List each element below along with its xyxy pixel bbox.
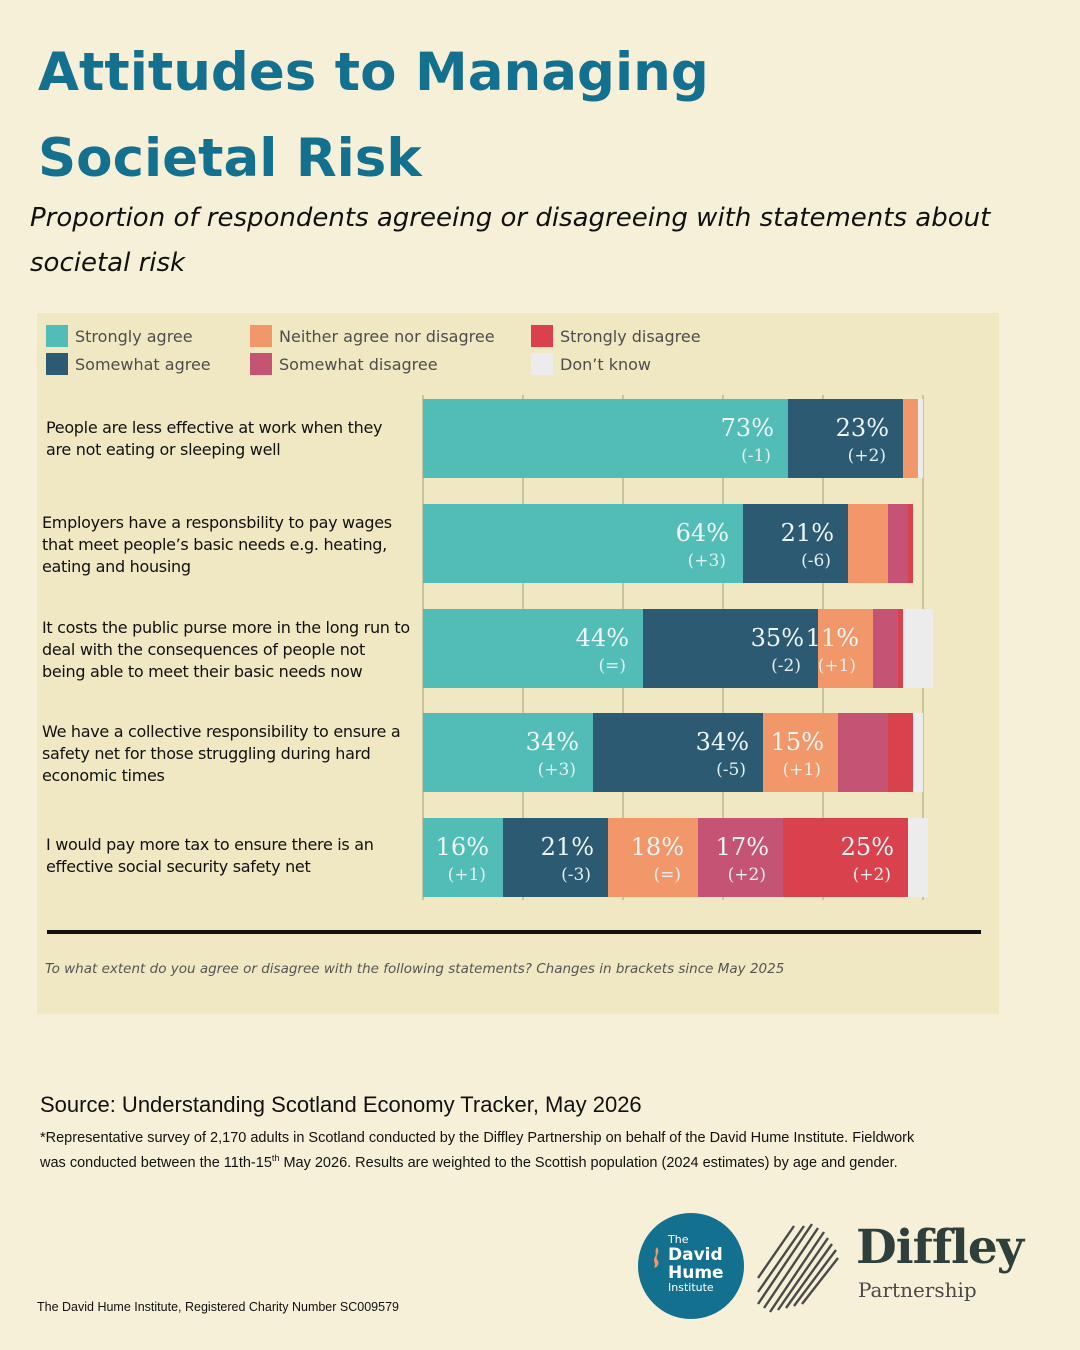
page-subtitle: Proportion of respondents agreeing or di… [30, 203, 991, 278]
bar-segment-strongly-disagree [898, 609, 903, 688]
bar-segment-neither [848, 504, 888, 583]
bar-segment-strongly-agree [423, 399, 788, 478]
data-label: 21% [541, 833, 594, 861]
bar-segment-somewhat-disagree [888, 504, 908, 583]
data-label: 25% [841, 833, 894, 861]
data-label: 34% [696, 728, 749, 756]
page-title: Attitudes to Managing Societal Risk [38, 42, 709, 189]
change-label: (+1) [783, 760, 821, 780]
bar-segment-neither [763, 713, 838, 792]
stacked-bar-chart: 73% (-1) 23% (+2) 64% (+3) 21% (-6) 44% (=) 35% (-2… [422, 395, 933, 900]
bar-segment-strongly-agree [423, 504, 743, 583]
legend-item-somewhat-agree: Somewhat agree [46, 352, 211, 376]
legend-label: Strongly disagree [560, 326, 701, 346]
legend-label: Don’t know [560, 354, 651, 374]
bar-segment-dont-know [918, 399, 923, 478]
change-label: (+2) [853, 865, 891, 885]
chart-note: To what extent do you agree or disagree … [45, 961, 785, 977]
legend-item-strongly-disagree: Strongly disagree [531, 324, 701, 348]
change-label: (-6) [801, 551, 831, 571]
change-label: (+2) [728, 865, 766, 885]
diffley-wordmark: Diffley [856, 1220, 1024, 1275]
bar-segment-dont-know [903, 609, 933, 688]
row-label-work-effectiveness: People are less effective at work when t… [46, 418, 383, 459]
bar-segment-somewhat-disagree [698, 818, 783, 897]
row-label-collective-responsibility: We have a collective responsibility to e… [42, 722, 401, 785]
bar-segment-strongly-disagree [783, 818, 908, 897]
change-label: (-5) [716, 760, 746, 780]
charity-line: The David Hume Institute, Registered Cha… [37, 1300, 399, 1314]
legend-label: Strongly agree [75, 326, 193, 346]
legend-swatch [46, 353, 68, 375]
data-label: 16% [436, 833, 489, 861]
baseline-rule [47, 930, 981, 934]
source-line: Source: Understanding Scotland Economy T… [40, 1092, 642, 1117]
change-label: (=) [653, 865, 681, 885]
bar-segment-somewhat-agree [743, 504, 848, 583]
data-label: 17% [716, 833, 769, 861]
change-label: (-3) [561, 865, 591, 885]
bar-segment-somewhat-disagree [873, 609, 898, 688]
bar-segment-neither [818, 609, 873, 688]
legend-swatch [531, 353, 553, 375]
data-label: 18% [631, 833, 684, 861]
legend-swatch [250, 325, 272, 347]
bar-segment-neither [608, 818, 698, 897]
bar-segment-strongly-agree [423, 609, 643, 688]
bar-segment-somewhat-agree [593, 713, 763, 792]
data-label: 34% [526, 728, 579, 756]
change-label: (-2) [771, 656, 801, 676]
bar-segment-strongly-agree [423, 818, 503, 897]
legend-label: Somewhat agree [75, 354, 211, 374]
diffley-partnership-logo [757, 1223, 839, 1313]
legend-item-neither: Neither agree nor disagree [250, 324, 495, 348]
legend-item-dont-know: Don’t know [531, 352, 651, 376]
bar-segment-somewhat-agree [643, 609, 818, 688]
legend-label: Neither agree nor disagree [279, 326, 495, 346]
data-label: 21% [781, 519, 834, 547]
row-label-pay-more-tax: I would pay more tax to ensure there is … [46, 835, 374, 876]
bar-segment-strongly-disagree [908, 504, 913, 583]
change-label: (=) [598, 656, 626, 676]
legend-swatch [250, 353, 272, 375]
data-label: 15% [771, 728, 824, 756]
row-label-employer-wages: Employers have a responsbility to pay wa… [42, 513, 392, 576]
chart-legend: Strongly agree Somewhat agree Neither ag… [37, 313, 999, 383]
bar-segment-somewhat-agree [503, 818, 608, 897]
method-note: *Representative survey of 2,170 adults i… [40, 1130, 915, 1171]
diffley-subtitle: Partnership [858, 1278, 977, 1302]
change-label: (+1) [448, 865, 486, 885]
bar-segment-neither [903, 399, 918, 478]
change-label: (-1) [741, 446, 771, 466]
legend-swatch [531, 325, 553, 347]
david-hume-institute-wordmark: The David Hume Institute [668, 1233, 724, 1294]
data-label: 23% [836, 414, 889, 442]
change-label: (+1) [818, 656, 856, 676]
change-label: (+3) [688, 551, 726, 571]
legend-label: Somewhat disagree [279, 354, 438, 374]
row-label-public-purse: It costs the public purse more in the lo… [42, 618, 410, 681]
legend-item-strongly-agree: Strongly agree [46, 324, 193, 348]
bar-segment-strongly-agree [423, 713, 593, 792]
data-label: 64% [676, 519, 729, 547]
bar-segment-dont-know [913, 713, 923, 792]
legend-swatch [46, 325, 68, 347]
bar-segment-somewhat-disagree [838, 713, 888, 792]
bar-segment-dont-know [908, 818, 928, 897]
bar-segment-strongly-disagree [888, 713, 913, 792]
change-label: (+3) [538, 760, 576, 780]
flame-icon [654, 1247, 659, 1268]
data-label: 11% [806, 624, 859, 652]
bar-segment-somewhat-agree [788, 399, 903, 478]
data-label: 44% [576, 624, 629, 652]
legend-item-somewhat-disagree: Somewhat disagree [250, 352, 438, 376]
data-label: 73% [721, 414, 774, 442]
chart-panel: Strongly agree Somewhat agree Neither ag… [37, 313, 999, 1014]
change-label: (+2) [848, 446, 886, 466]
data-label: 35% [751, 624, 804, 652]
